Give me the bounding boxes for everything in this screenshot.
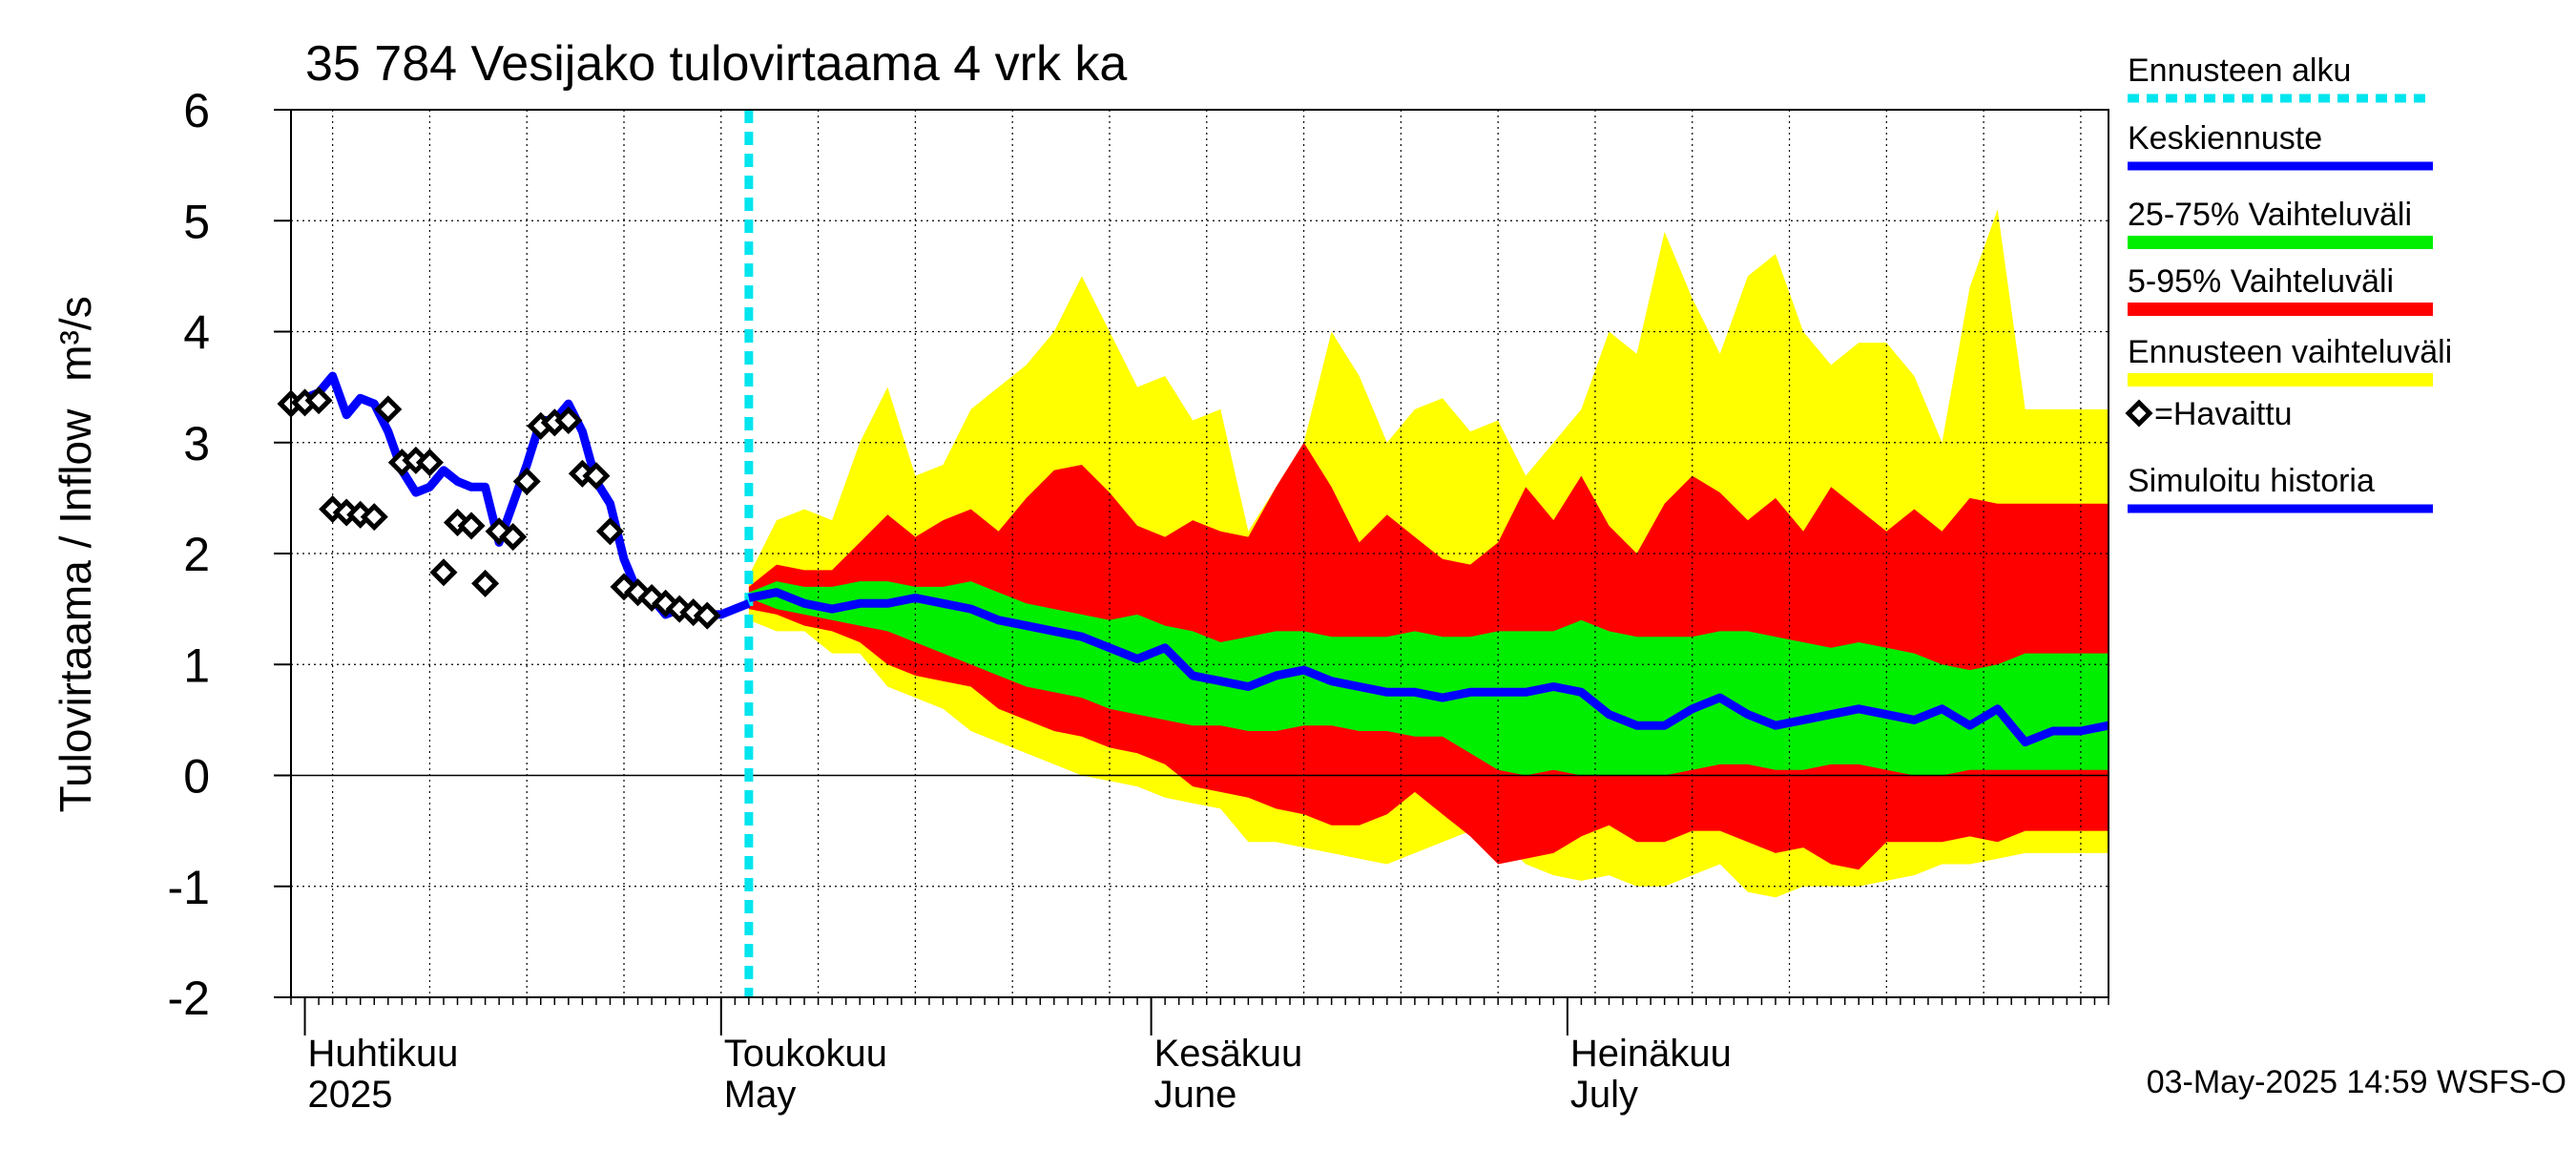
observed-point [360, 503, 388, 532]
y-tick-label: 1 [183, 638, 210, 692]
y-axis-label: Tulovirtaama / Inflow [51, 408, 100, 812]
legend: Ennusteen alku Keskiennuste 25-75% Vaihtel… [2125, 52, 2452, 513]
observed-point [499, 523, 528, 552]
median-forecast-line [748, 588, 2109, 747]
month-sublabel: July [1570, 1074, 1638, 1116]
month-sublabel: June [1154, 1074, 1237, 1116]
observed-point [471, 569, 500, 597]
y-axis-unit: m³/s [51, 296, 100, 381]
month-label: Toukokuu [724, 1033, 887, 1075]
month-label: Kesäkuu [1154, 1033, 1303, 1075]
grid-lines [291, 109, 2109, 998]
legend-swatch [2128, 236, 2433, 249]
legend-label: Keskiennuste [2128, 120, 2322, 157]
observed-point [693, 601, 721, 630]
observed-point [595, 517, 625, 546]
observed-point [415, 449, 444, 477]
legend-swatch [2128, 373, 2433, 387]
month-label: Heinäkuu [1570, 1033, 1732, 1075]
y-tick-label: -2 [168, 972, 210, 1025]
y-tick-label: 3 [183, 417, 210, 470]
legend-label: Simuloitu historia [2128, 463, 2375, 499]
legend-label: =Havaittu [2154, 396, 2293, 432]
observed-point [429, 558, 458, 587]
y-tick-label: 2 [183, 528, 210, 581]
observed-point [582, 462, 611, 491]
observed-point [374, 395, 403, 424]
timestamp: 03-May-2025 14:59 WSFS-O [2147, 1064, 2566, 1100]
observed-point [554, 406, 583, 435]
y-tick-label: -1 [168, 861, 210, 914]
observed-point [457, 512, 486, 540]
legend-label: Ennusteen alku [2128, 52, 2351, 89]
observed-points [277, 387, 721, 630]
legend-diamond [2125, 399, 2153, 428]
legend-label: 5-95% Vaihteluväli [2128, 263, 2394, 300]
chart-title: 35 784 Vesijako tulovirtaama 4 vrk ka [305, 36, 1127, 92]
month-sublabel: May [724, 1074, 797, 1116]
legend-swatch [2128, 303, 2433, 316]
month-sublabel: 2025 [308, 1074, 393, 1116]
month-label: Huhtikuu [308, 1033, 459, 1075]
y-tick-label: 5 [183, 195, 210, 248]
y-tick-label: 4 [183, 306, 210, 360]
observed-point [512, 467, 541, 495]
y-tick-label: 6 [183, 84, 210, 137]
y-tick-label: 0 [183, 750, 210, 804]
observed-point [304, 387, 333, 415]
legend-label: Ennusteen vaihteluväli [2128, 334, 2452, 370]
legend-label: 25-75% Vaihteluväli [2128, 197, 2412, 233]
